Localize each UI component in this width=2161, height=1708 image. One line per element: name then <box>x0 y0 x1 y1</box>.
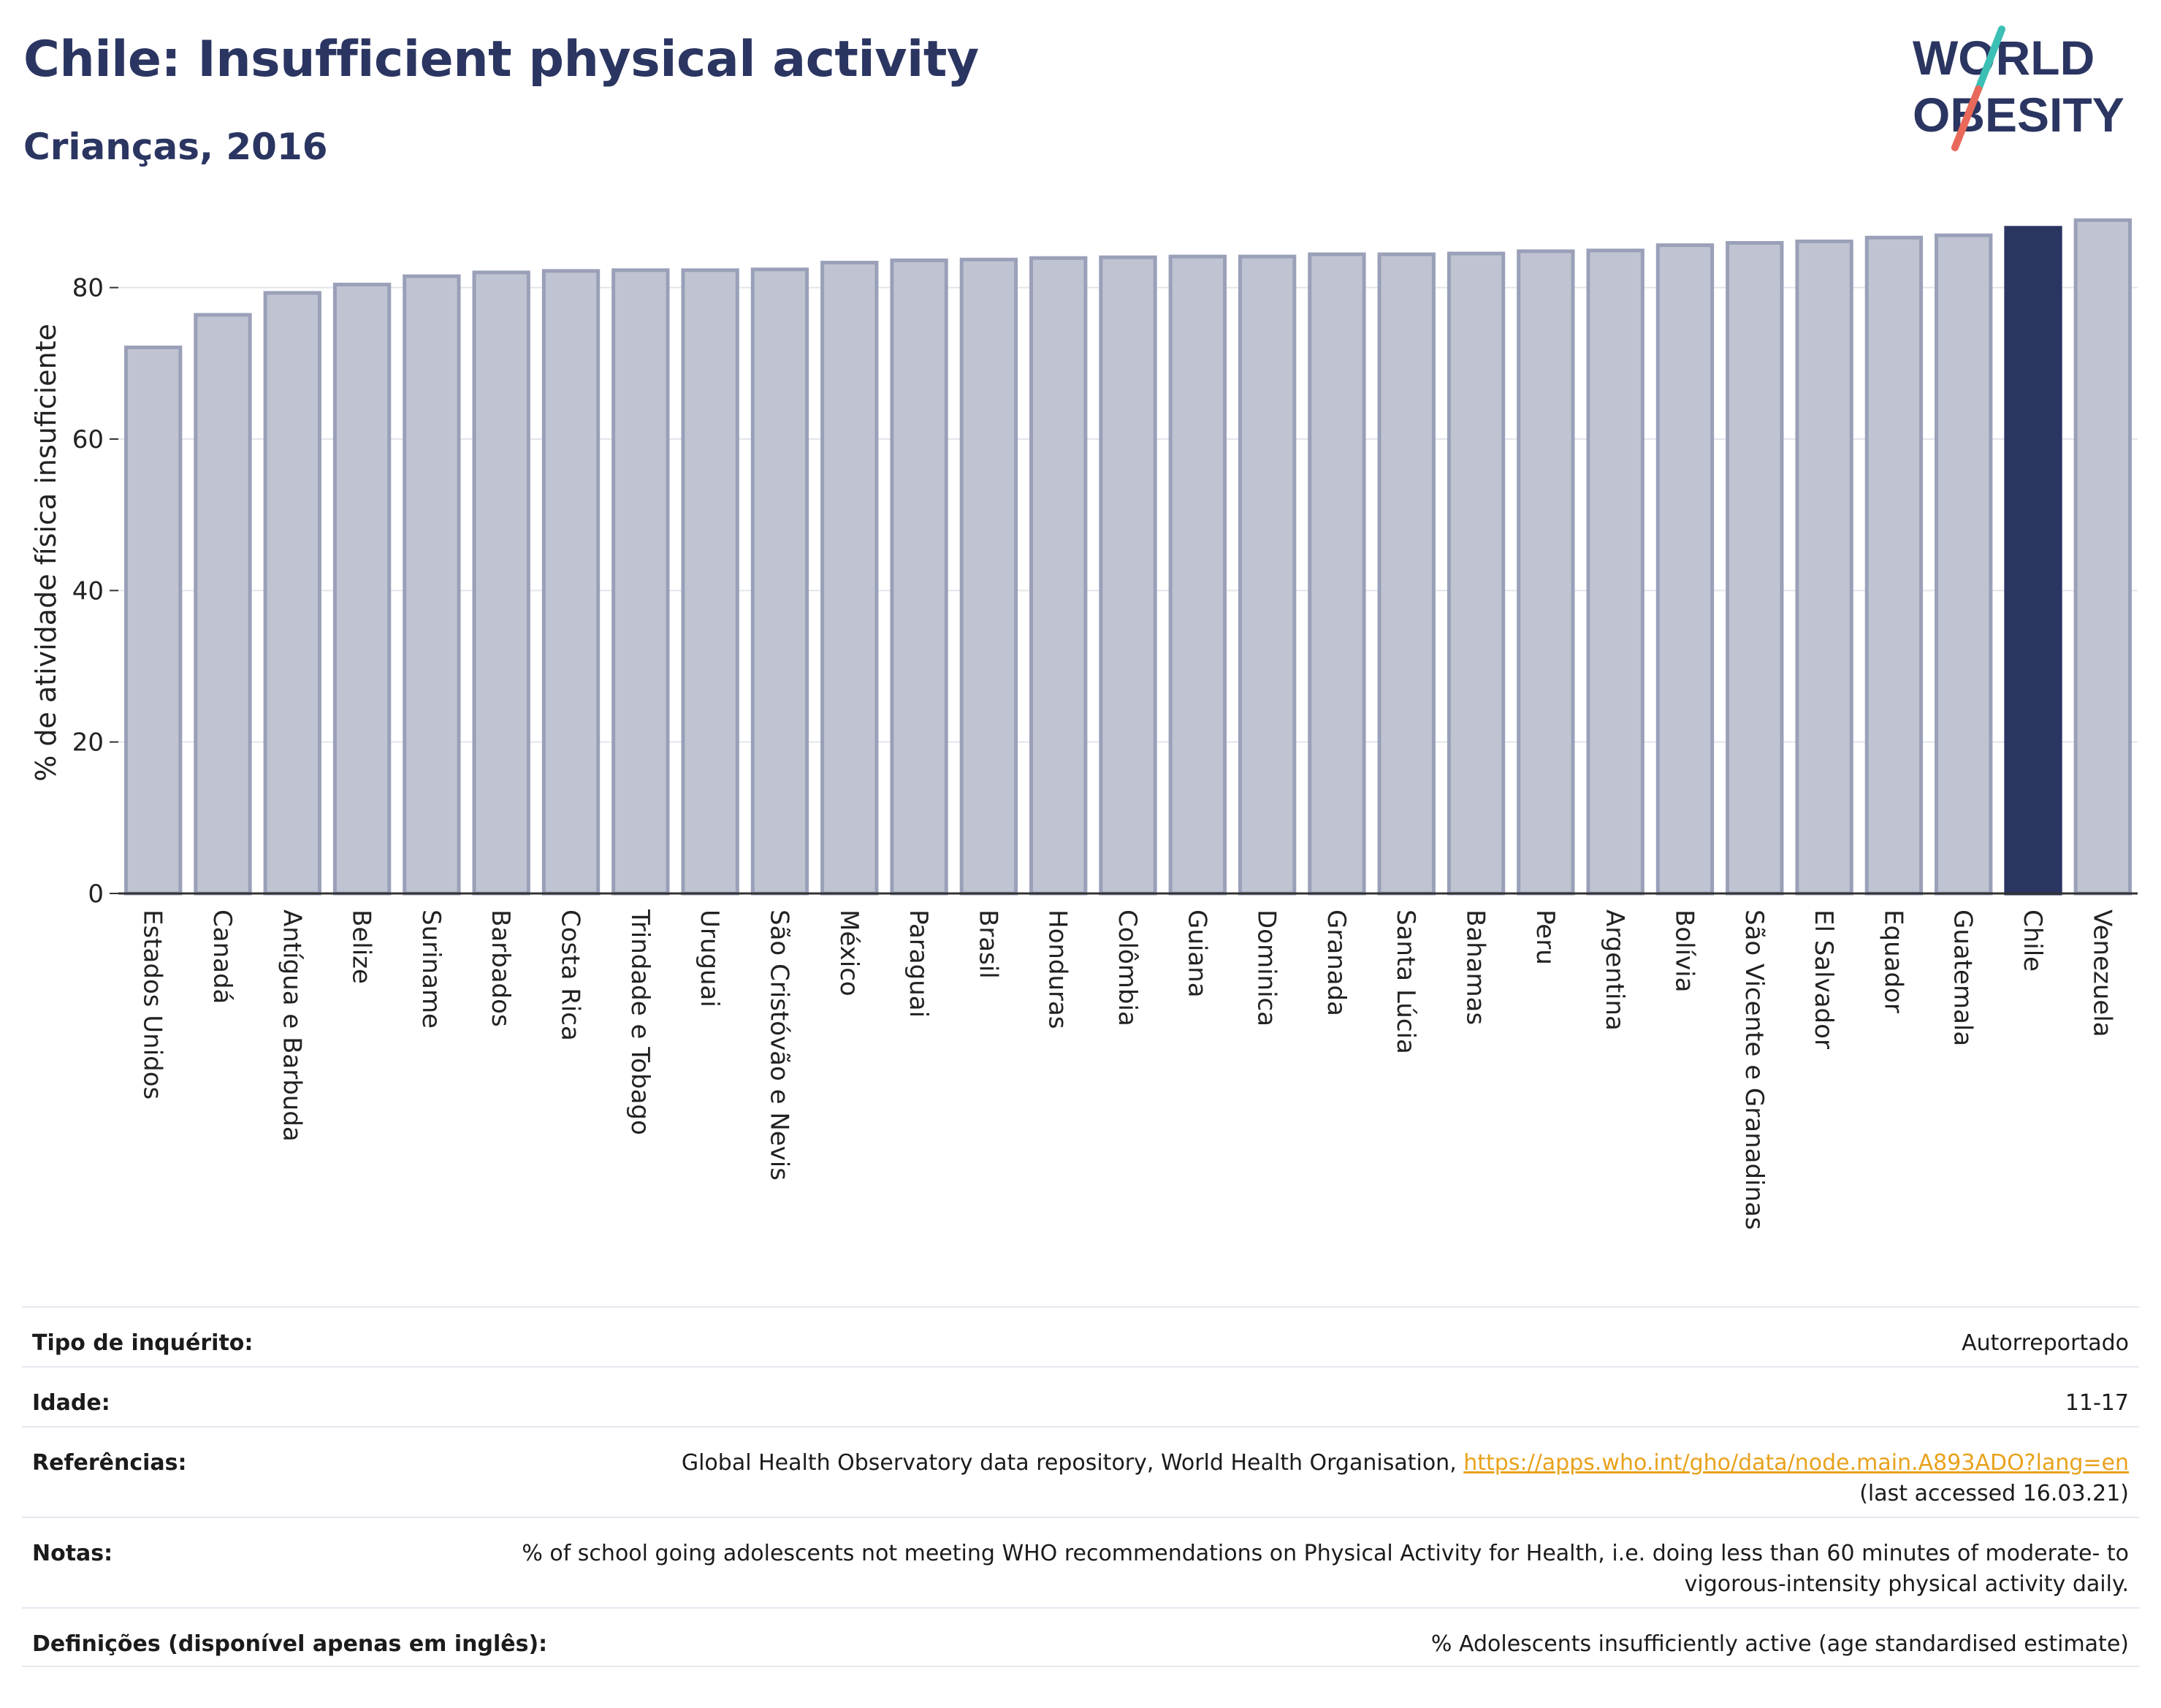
bar-uruguai <box>681 268 739 896</box>
bar-antígua-e-barbuda <box>263 291 321 896</box>
x-tick-label: Canadá <box>207 910 237 1004</box>
meta-row: Notas: % of school going adolescents not … <box>22 1517 2139 1607</box>
y-tick-label: 60 <box>72 425 104 454</box>
x-tick-label: Chile <box>2018 910 2047 972</box>
bar-chile <box>2004 226 2062 896</box>
x-tick-label: Brasil <box>973 910 1002 979</box>
bar-méxico <box>820 260 879 896</box>
bar-argentina <box>1586 248 1644 896</box>
x-tick-label: Estados Unidos <box>138 910 167 1099</box>
x-tick-label: Santa Lúcia <box>1391 910 1420 1054</box>
bar-guiana <box>1168 254 1227 896</box>
x-tick-label: Bahamas <box>1461 910 1490 1025</box>
x-tick-label: Guatemala <box>1948 910 1978 1046</box>
logo-slash-teal <box>1975 26 2005 93</box>
bar-chart: 0 20 40 60 80 Estados Unidos Canadá Antígua e … <box>30 218 2138 1230</box>
bar-colômbia <box>1099 255 1157 896</box>
x-tick-label: Bolívia <box>1669 910 1699 992</box>
page-subtitle: Crianças, 2016 <box>23 126 328 168</box>
meta-row: Tipo de inquérito: Autorreportado <box>22 1306 2139 1366</box>
bar-são-vicente-e-granadinas <box>1726 241 1784 896</box>
meta-label: Idade: <box>32 1390 110 1416</box>
meta-row: Idade: 11-17 <box>22 1366 2139 1426</box>
x-tick-label: São Vicente e Granadinas <box>1739 910 1769 1230</box>
bar-honduras <box>1029 256 1088 896</box>
bar-bolívia <box>1655 243 1715 896</box>
bar-paraguai <box>890 258 948 896</box>
bars <box>123 218 2133 896</box>
y-axis: 0 20 40 60 80 <box>72 274 118 909</box>
x-tick-label: Granada <box>1322 910 1351 1016</box>
y-tick-label: 0 <box>88 880 104 909</box>
y-tick-label: 80 <box>72 274 104 303</box>
bar-são-cristóvão-e-nevis <box>750 267 809 896</box>
meta-label: Tipo de inquérito: <box>32 1330 254 1356</box>
x-tick-label: Suriname <box>416 910 446 1029</box>
reference-link[interactable]: https://apps.who.int/gho/data/node.main.… <box>1463 1450 2129 1476</box>
logo-slash-coral <box>1951 85 1982 151</box>
page-title: Chile: Insufficient physical activity <box>23 31 979 88</box>
world-obesity-logo: WORLD OBESITY <box>1913 26 2124 151</box>
x-tick-label: Antígua e Barbuda <box>277 910 306 1142</box>
x-tick-label: Colômbia <box>1113 910 1142 1026</box>
bar-peru <box>1517 249 1575 896</box>
meta-label: Referências: <box>32 1450 187 1476</box>
x-tick-label: Belize <box>347 910 376 984</box>
meta-value: Global Health Observatory data repositor… <box>682 1448 2129 1509</box>
bar-venezuela <box>2073 218 2133 896</box>
bar-trindade-e-tobago <box>611 268 670 896</box>
meta-label: Definições (disponível apenas em inglês)… <box>32 1631 548 1657</box>
bar-bahamas <box>1447 251 1506 896</box>
meta-label: Notas: <box>32 1541 113 1566</box>
meta-value: % of school going adolescents not meetin… <box>449 1539 2129 1600</box>
bar-belize <box>332 283 392 896</box>
bar-dominica <box>1238 254 1297 896</box>
x-tick-label: Barbados <box>486 910 515 1027</box>
bar-costa-rica <box>541 269 601 896</box>
meta-value: 11-17 <box>2065 1388 2129 1419</box>
x-tick-label: Costa Rica <box>556 910 585 1041</box>
x-tick-label: El Salvador <box>1809 910 1838 1049</box>
x-tick-label: Dominica <box>1252 910 1281 1026</box>
y-axis-label: % de atividade física insuficiente <box>30 324 62 782</box>
bar-guatemala <box>1935 233 1993 896</box>
meta-value: % Adolescents insufficiently active (age… <box>1431 1629 2129 1660</box>
bar-equador <box>1864 235 1924 896</box>
x-tick-label: São Cristóvão e Nevis <box>764 910 793 1181</box>
bar-el-salvador <box>1795 239 1853 896</box>
x-tick-label: Uruguai <box>695 910 724 1007</box>
x-tick-label: Guiana <box>1182 910 1211 998</box>
bar-granada <box>1308 252 1366 896</box>
logo-line1: WORLD <box>1913 31 2095 85</box>
x-tick-label: Equador <box>1878 910 1907 1013</box>
bar-santa-lúcia <box>1377 252 1436 896</box>
x-tick-label: Argentina <box>1600 910 1629 1031</box>
x-tick-label: Trindade e Tobago <box>625 909 655 1135</box>
meta-value-text: Autorreportado <box>1962 1330 2129 1356</box>
meta-value-after: (last accessed 16.03.21) <box>1859 1481 2129 1506</box>
y-tick-label: 40 <box>72 576 104 606</box>
x-tick-label: México <box>834 910 864 996</box>
meta-value-text: Global Health Observatory data repositor… <box>681 1450 1464 1476</box>
x-tick-label: Peru <box>1531 910 1560 965</box>
meta-value-text: % of school going adolescents not meetin… <box>522 1541 2129 1597</box>
meta-row: Referências: Global Health Observatory da… <box>22 1426 2139 1517</box>
metadata-table: Tipo de inquérito: Autorreportado Idade: 11… <box>22 1306 2139 1667</box>
x-tick-label: Honduras <box>1043 910 1072 1029</box>
bar-canadá <box>194 313 252 896</box>
meta-row: Definições (disponível apenas em inglês)… <box>22 1607 2139 1667</box>
bar-suriname <box>403 274 461 896</box>
bar-estados-unidos <box>123 346 183 896</box>
x-tick-label: Venezuela <box>2087 910 2116 1037</box>
meta-value-text: % Adolescents insufficiently active (age… <box>1430 1631 2129 1657</box>
y-tick-label: 20 <box>72 728 104 758</box>
x-tick-label: Paraguai <box>904 910 933 1018</box>
meta-value: Autorreportado <box>1962 1328 2129 1359</box>
bar-brasil <box>959 257 1018 896</box>
bar-barbados <box>472 270 530 896</box>
meta-value-text: 11-17 <box>2065 1390 2129 1416</box>
logo-line2: OBESITY <box>1913 88 2124 142</box>
x-axis-labels: Estados Unidos Canadá Antígua e Barbuda Bel… <box>118 892 2138 1230</box>
